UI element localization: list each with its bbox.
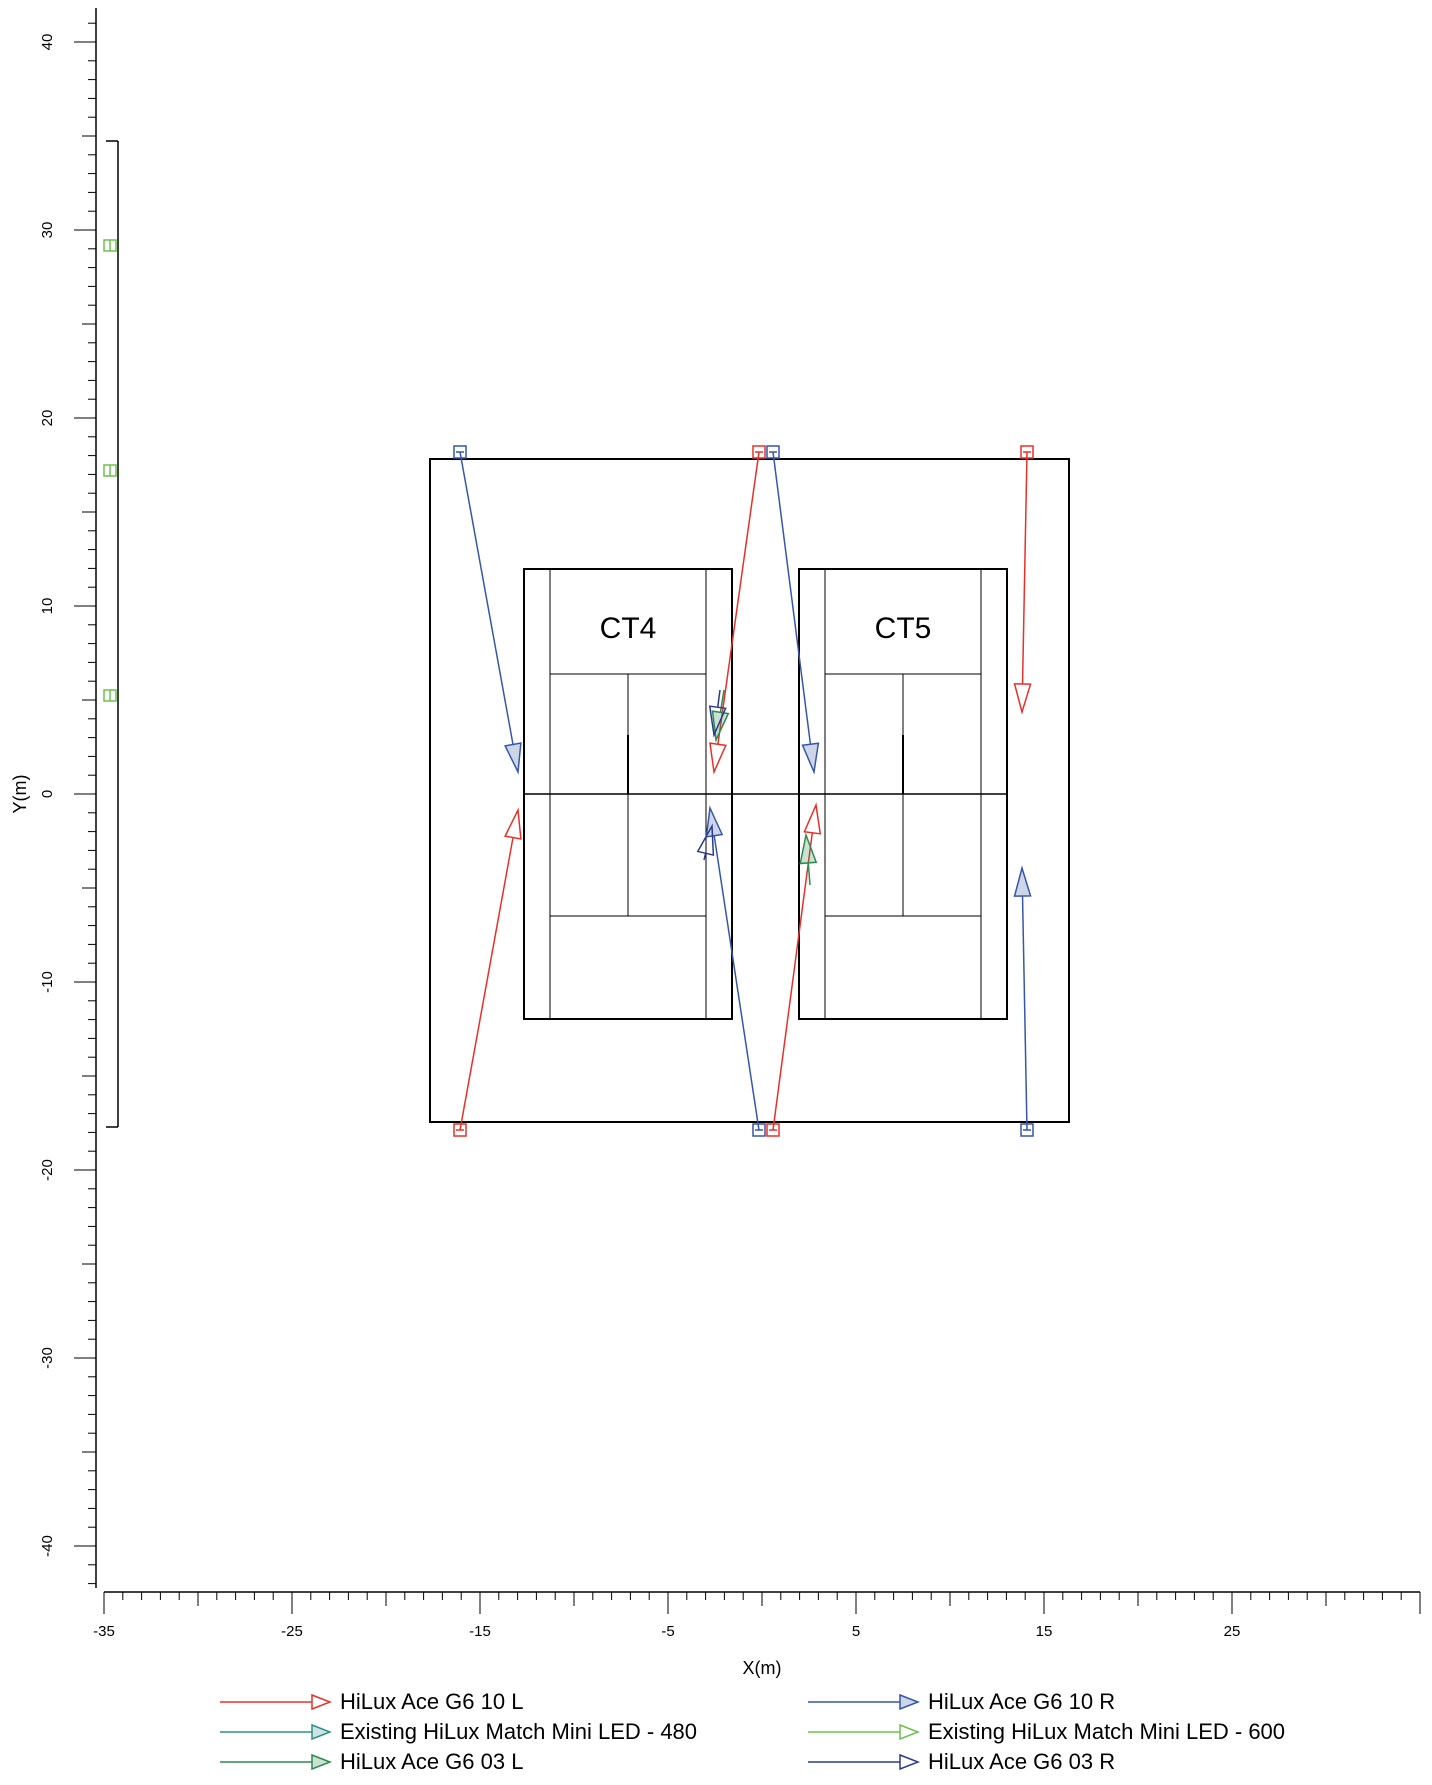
y-tick-label: 10 <box>39 598 56 615</box>
y-tick-label: 0 <box>39 790 56 798</box>
pole-green-2 <box>103 464 117 477</box>
x-tick-label: 25 <box>1224 1623 1241 1640</box>
aim-arrow <box>799 832 818 886</box>
pole-green-1 <box>103 239 117 252</box>
x-tick-label: 15 <box>1036 1623 1053 1640</box>
y-tick-label: -40 <box>39 1535 56 1557</box>
court-label-ct5: CT5 <box>875 612 932 645</box>
legend-label: HiLux Ace G6 10 L <box>340 1689 524 1714</box>
legend-item-ace-g6-10-r: HiLux Ace G6 10 R <box>808 1689 1116 1714</box>
legend-label: Existing HiLux Match Mini LED - 480 <box>340 1719 698 1744</box>
light-poles <box>103 239 1034 1137</box>
y-tick-label: -10 <box>39 971 56 993</box>
site-scale-bar <box>106 140 119 1128</box>
y-tick-label: 30 <box>39 222 56 239</box>
aim-arrow <box>459 451 522 775</box>
legend-label: Existing HiLux Match Mini LED - 600 <box>928 1719 1286 1744</box>
legend-arrow-icon <box>220 1753 332 1771</box>
y-tick-label: -30 <box>39 1347 56 1369</box>
legend-item-ace-g6-03-l: HiLux Ace G6 03 L <box>220 1749 524 1774</box>
aim-arrow <box>1013 451 1032 715</box>
y-tick-label: 40 <box>39 34 56 51</box>
y-tick-label: -20 <box>39 1159 56 1181</box>
x-axis: -35 -25 -15 -5 5 15 25 X(m) <box>93 1591 1421 1678</box>
x-tick-label: -25 <box>281 1623 303 1640</box>
x-tick-label: -35 <box>93 1623 115 1640</box>
x-axis-label: X(m) <box>743 1658 782 1678</box>
legend-item-match-mini-480: Existing HiLux Match Mini LED - 480 <box>220 1719 698 1744</box>
court-label-ct4: CT4 <box>600 612 657 645</box>
legend-item-match-mini-600: Existing HiLux Match Mini LED - 600 <box>808 1719 1286 1744</box>
aim-arrow <box>772 451 820 775</box>
x-tick-label: 5 <box>852 1623 860 1640</box>
aim-arrow <box>711 689 730 743</box>
legend-item-ace-g6-03-r: HiLux Ace G6 03 R <box>808 1749 1116 1774</box>
legend-item-ace-g6-10-l: HiLux Ace G6 10 L <box>220 1689 524 1714</box>
y-axis-label: Y(m) <box>10 775 30 814</box>
legend-arrow-icon <box>220 1693 332 1711</box>
aiming-arrows <box>459 451 1032 1131</box>
legend-label: HiLux Ace G6 03 R <box>928 1749 1116 1774</box>
x-tick-label: -15 <box>469 1623 491 1640</box>
aim-arrow <box>1013 865 1032 1131</box>
site-boundary <box>429 458 1070 1123</box>
legend-arrow-icon <box>808 1693 920 1711</box>
y-axis: 40 30 20 10 0 -10 -20 -30 -40 Y(m) <box>10 8 97 1588</box>
x-tick-label: -5 <box>661 1623 674 1640</box>
aim-arrow <box>459 807 522 1131</box>
y-tick-label: 20 <box>39 410 56 427</box>
legend-arrow-icon <box>220 1723 332 1741</box>
legend-label: HiLux Ace G6 10 R <box>928 1689 1116 1714</box>
pole-green-3 <box>103 689 117 702</box>
aim-arrow <box>696 823 715 861</box>
aim-arrow <box>772 802 822 1131</box>
legend-label: HiLux Ace G6 03 L <box>340 1749 524 1774</box>
floodlight-plan: 40 30 20 10 0 -10 -20 -30 -40 Y(m) -35 -25 -15 -5 5 1… <box>10 8 1421 1678</box>
aim-arrow <box>708 689 727 738</box>
legend: HiLux Ace G6 10 L HiLux Ace G6 10 R Exis… <box>0 1689 1432 1785</box>
aim-arrow <box>709 451 760 775</box>
legend-arrow-icon <box>808 1723 920 1741</box>
legend-arrow-icon <box>808 1753 920 1771</box>
